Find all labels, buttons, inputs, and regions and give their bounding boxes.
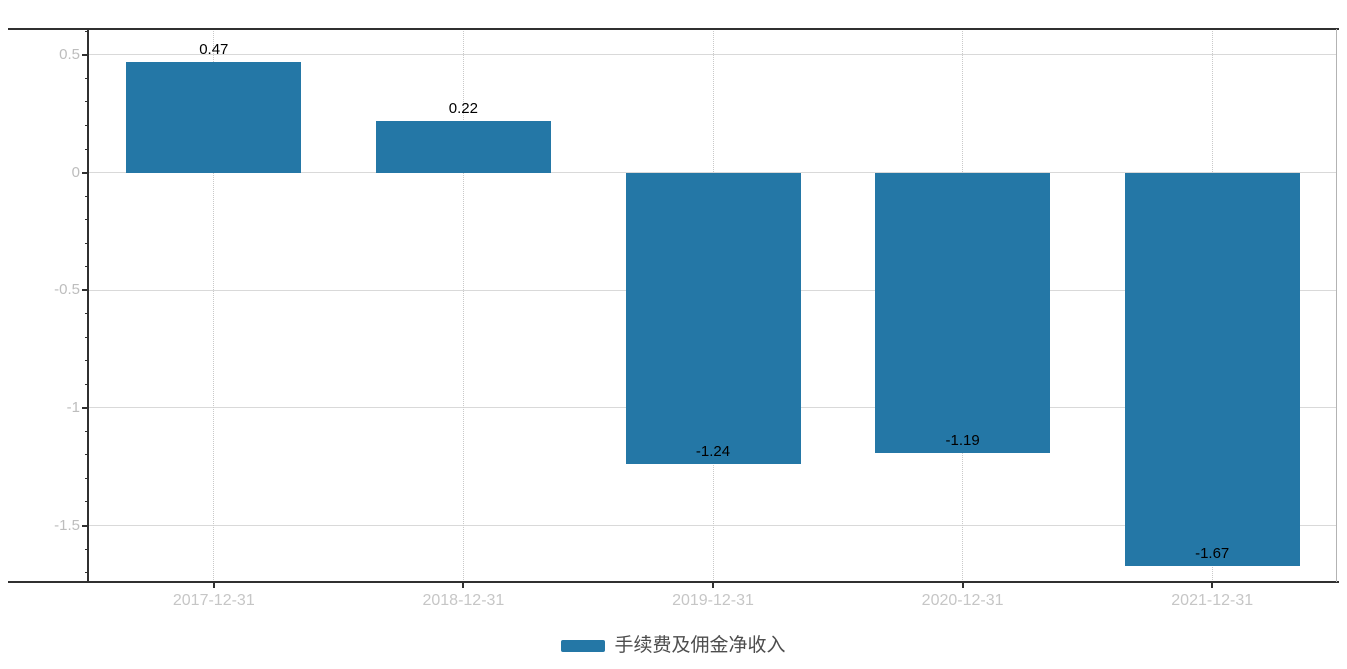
- bar-value-label: -1.67: [1195, 544, 1230, 562]
- bar-value-label: -1.19: [945, 431, 980, 449]
- axis-top-border: [8, 28, 1339, 30]
- vertical-dotted-gridline: [462, 29, 464, 582]
- legend[interactable]: 手续费及佣金净收入: [0, 631, 1347, 661]
- x-tick: [712, 582, 714, 588]
- bar-value-label: -1.24: [695, 443, 731, 461]
- bar[interactable]: [1124, 172, 1300, 566]
- y-tick-label: -0.5: [54, 281, 80, 299]
- y-major-tick: [82, 289, 89, 292]
- y-major-tick: [82, 406, 89, 409]
- plot-right-border: [1336, 29, 1337, 582]
- x-tick-label: 2021-12-31: [1171, 592, 1254, 609]
- y-major-tick: [82, 171, 89, 174]
- bar[interactable]: [625, 172, 801, 465]
- y-major-tick: [82, 524, 89, 527]
- bar-value-label: 0.22: [448, 99, 478, 117]
- y-tick-label: 0.5: [59, 45, 80, 63]
- x-tick: [1211, 582, 1214, 588]
- x-tick-label: 2019-12-31: [672, 592, 754, 609]
- bar[interactable]: [375, 120, 551, 173]
- legend-swatch: [561, 640, 606, 652]
- x-tick-label: 2018-12-31: [422, 592, 505, 609]
- x-tick-label: 2017-12-31: [172, 592, 255, 609]
- axis-left: [87, 28, 89, 583]
- y-tick-label: -1.5: [54, 516, 80, 534]
- legend-label: 手续费及佣金净收入: [614, 635, 786, 656]
- x-tick: [212, 582, 215, 588]
- y-major-tick: [82, 53, 89, 56]
- bar-value-label: 0.47: [199, 40, 229, 58]
- y-tick-label: 0: [71, 163, 80, 181]
- x-tick: [961, 582, 964, 588]
- x-tick: [462, 582, 465, 588]
- axis-bottom: [8, 581, 1339, 583]
- bar[interactable]: [875, 172, 1051, 453]
- x-tick-label: 2020-12-31: [921, 592, 1004, 609]
- bar[interactable]: [126, 61, 302, 173]
- vertical-dotted-gridline: [213, 29, 215, 582]
- y-tick-label: -1: [66, 398, 80, 416]
